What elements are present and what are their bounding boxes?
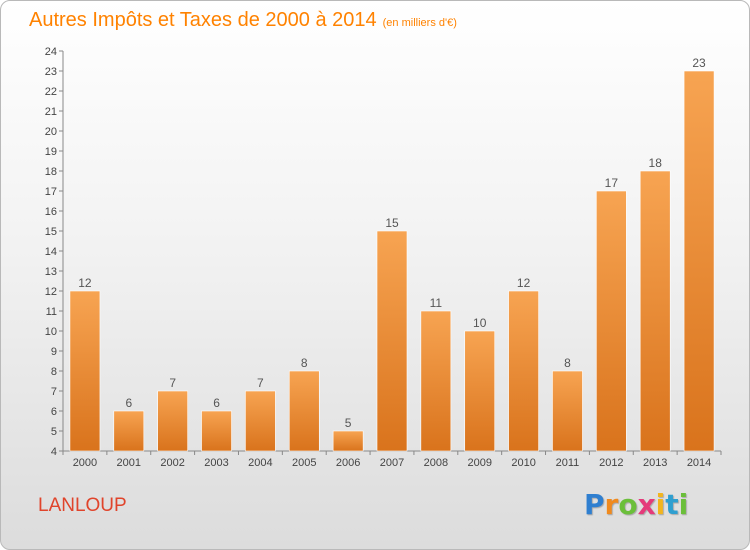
y-tick-label: 20: [45, 126, 57, 138]
data-label: 7: [257, 376, 264, 390]
x-tick-label: 2009: [467, 457, 491, 469]
y-tick-label: 14: [45, 246, 57, 258]
logo-letter: o: [618, 488, 638, 521]
x-tick-label: 2000: [73, 457, 97, 469]
place-name: LANLOUP: [38, 495, 127, 516]
x-tick-label: 2011: [556, 457, 580, 469]
x-axis: 2000 2001 2002 2003 2004 2005 2006 2007 2008 2009…: [62, 450, 722, 469]
x-tick-label: 2006: [336, 457, 360, 469]
y-tick-label: 4: [51, 446, 57, 458]
data-label: 15: [385, 216, 399, 230]
bar: [376, 230, 408, 452]
y-tick-label: 19: [45, 146, 57, 158]
bar: [332, 430, 364, 452]
x-tick-label: 2001: [117, 457, 141, 469]
bar: [464, 330, 496, 452]
y-tick-label: 5: [51, 426, 57, 438]
y-tick-label: 10: [45, 326, 57, 338]
data-label: 10: [473, 316, 487, 330]
bar: [596, 190, 627, 452]
x-tick-label: 2008: [424, 457, 448, 469]
y-tick-label: 16: [45, 206, 57, 218]
y-tick-label: 22: [45, 86, 57, 98]
y-axis: 4 5 6 7 8 9 10 11 12 13 14 15 16 17 18 19 20 21 22 23 24: [45, 46, 64, 458]
y-tick-label: 17: [45, 186, 57, 198]
logo-letter: i: [678, 488, 689, 521]
x-tick-label: 2004: [248, 457, 272, 469]
x-tick-label: 2012: [599, 457, 623, 469]
y-tick-label: 23: [45, 66, 57, 78]
chart-title: Autres Impôts et Taxes de 2000 à 2014 (en…: [29, 9, 457, 32]
bar: [683, 70, 715, 452]
data-labels: 12 6 7 6 7 8 5 15 11 10 12 8 17 18 23: [78, 56, 706, 430]
data-label: 7: [169, 376, 176, 390]
bar: [245, 390, 276, 452]
bar: [69, 290, 101, 452]
y-tick-label: 18: [45, 166, 57, 178]
data-label: 5: [345, 416, 352, 430]
logo-letter: x: [637, 488, 656, 521]
data-label: 6: [213, 396, 220, 410]
bar: [639, 170, 671, 452]
data-label: 8: [301, 356, 308, 370]
x-tick-label: 2003: [204, 457, 228, 469]
x-tick-label: 2010: [511, 457, 535, 469]
y-tick-label: 24: [45, 46, 57, 58]
logo-letter: t: [665, 488, 679, 521]
y-tick-label: 15: [45, 226, 57, 238]
bar: [113, 410, 145, 452]
bar: [288, 370, 320, 452]
data-label: 11: [430, 296, 443, 310]
proxiti-logo: Proxiti: [584, 488, 688, 521]
y-tick-label: 13: [45, 266, 57, 278]
bar: [157, 390, 188, 452]
x-tick-label: 2002: [160, 457, 184, 469]
data-label: 12: [517, 276, 531, 290]
y-tick-label: 11: [46, 306, 57, 318]
x-tick-label: 2007: [380, 457, 404, 469]
data-label: 23: [692, 56, 706, 70]
data-label: 18: [649, 156, 663, 170]
y-tick-label: 9: [51, 346, 57, 358]
bar: [508, 290, 539, 452]
data-label: 17: [605, 176, 619, 190]
logo-letter: r: [604, 488, 619, 521]
data-label: 6: [125, 396, 132, 410]
y-tick-label: 21: [45, 106, 57, 118]
bar: [201, 410, 232, 452]
chart-title-unit: (en milliers d'€): [382, 17, 457, 29]
bar: [420, 310, 452, 452]
bars: [69, 70, 715, 452]
bar: [552, 370, 583, 452]
x-tick-label: 2014: [687, 457, 711, 469]
y-tick-label: 8: [51, 366, 57, 378]
chart-title-text: Autres Impôts et Taxes de 2000 à 2014: [29, 9, 377, 31]
y-tick-label: 12: [45, 286, 57, 298]
logo-letter: i: [655, 488, 666, 521]
y-tick-label: 7: [51, 386, 57, 398]
data-label: 8: [564, 356, 571, 370]
logo-letter: P: [584, 488, 605, 521]
data-label: 12: [78, 276, 92, 290]
x-tick-label: 2005: [292, 457, 316, 469]
x-tick-label: 2013: [643, 457, 667, 469]
y-tick-label: 6: [51, 406, 57, 418]
